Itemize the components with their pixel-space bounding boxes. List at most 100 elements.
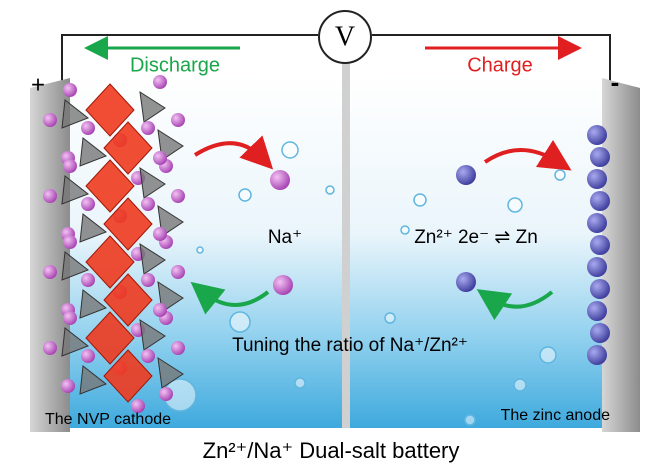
bubble	[325, 185, 335, 195]
zinc-deposit	[590, 235, 610, 255]
cathode-label: The NVP cathode	[45, 411, 171, 428]
plus-sign: +	[31, 71, 45, 98]
zinc-deposit	[587, 345, 607, 365]
octahedron	[85, 159, 135, 213]
cathode-slab	[30, 78, 70, 432]
sodium-ion	[61, 379, 75, 393]
zinc-ion	[456, 165, 476, 185]
octahedron	[103, 121, 153, 175]
sodium-ion	[270, 170, 290, 190]
octahedron	[103, 197, 153, 251]
sodium-ion	[141, 197, 155, 211]
sodium-ion	[63, 159, 77, 173]
cycle-arrow	[483, 139, 572, 171]
sodium-ion	[153, 151, 167, 165]
zinc-reaction: Zn²⁺ 2e⁻ ⇌ Zn	[414, 227, 538, 248]
sodium-ion	[63, 83, 77, 97]
tetrahedron	[61, 175, 90, 205]
separator	[342, 62, 350, 428]
tetrahedron	[61, 251, 90, 281]
zinc-deposit	[590, 147, 610, 167]
zinc-deposit	[590, 191, 610, 211]
octahedron	[85, 311, 135, 365]
octahedron	[103, 273, 153, 327]
sodium-ion	[153, 75, 167, 89]
zinc-deposit	[590, 323, 610, 343]
sodium-ion-label: Na⁺	[268, 227, 302, 248]
sodium-ion	[63, 235, 77, 249]
octahedron	[103, 349, 153, 403]
cycle-arrow	[476, 289, 554, 321]
sodium-ion	[43, 189, 57, 203]
bubble	[229, 311, 251, 333]
bubble	[384, 312, 396, 324]
zinc-deposit	[587, 169, 607, 189]
sodium-ion	[153, 303, 167, 317]
zinc-ion	[456, 272, 476, 292]
bubble	[539, 346, 557, 364]
bubble	[554, 169, 566, 181]
sodium-ion	[171, 113, 185, 127]
sodium-ion	[43, 113, 57, 127]
bubble	[196, 246, 204, 254]
sodium-ion	[141, 349, 155, 363]
caption: Zn²⁺/Na⁺ Dual-salt battery	[203, 438, 460, 463]
sodium-ion	[153, 227, 167, 241]
tetrahedron	[61, 99, 90, 129]
sodium-ion	[141, 121, 155, 135]
sodium-ion	[81, 273, 95, 287]
voltmeter	[318, 10, 372, 64]
sodium-ion	[43, 265, 57, 279]
anode-label: The zinc anode	[501, 407, 611, 424]
bubble	[507, 197, 523, 213]
sodium-ion	[273, 275, 293, 295]
octahedron	[85, 83, 135, 137]
tuning-note: Tuning the ratio of Na⁺/Zn²⁺	[232, 335, 468, 356]
bubble	[238, 188, 252, 202]
cycle-arrow	[193, 135, 274, 170]
tetrahedron	[79, 137, 108, 167]
bubble	[400, 225, 410, 235]
tetrahedron	[61, 327, 90, 357]
wire	[61, 34, 318, 85]
minus-sign: -	[611, 67, 620, 97]
bubble	[513, 378, 527, 392]
decoration	[43, 75, 610, 426]
sodium-ion	[81, 197, 95, 211]
sodium-ion	[43, 341, 57, 355]
anode-slab	[602, 78, 640, 432]
charge-label: Charge	[467, 54, 533, 76]
sodium-ion	[141, 273, 155, 287]
sodium-ion	[171, 189, 185, 203]
sodium-ion	[159, 387, 173, 401]
bubble	[464, 414, 476, 426]
voltmeter-label: V	[335, 21, 355, 52]
zinc-deposit	[587, 213, 607, 233]
zinc-deposit	[587, 257, 607, 277]
tetrahedron	[139, 242, 166, 275]
sodium-ion	[81, 121, 95, 135]
bubble	[294, 377, 306, 389]
tetrahedron	[139, 90, 166, 123]
tetrahedron	[79, 365, 108, 395]
tetrahedron	[139, 166, 166, 199]
cycle-arrow	[190, 281, 270, 315]
bubble	[281, 141, 299, 159]
bubble	[413, 193, 427, 207]
zinc-deposit	[587, 301, 607, 321]
sodium-ion	[131, 399, 145, 413]
zinc-deposit	[590, 279, 610, 299]
discharge-label: Discharge	[130, 54, 220, 76]
tetrahedron	[79, 213, 108, 243]
electrolyte	[60, 75, 610, 428]
zinc-deposit	[587, 125, 607, 145]
sodium-ion	[171, 265, 185, 279]
octahedron	[85, 235, 135, 289]
sodium-ion	[171, 341, 185, 355]
sodium-ion	[81, 349, 95, 363]
tetrahedron	[139, 318, 166, 351]
tetrahedron	[157, 356, 184, 389]
wire	[372, 34, 611, 85]
